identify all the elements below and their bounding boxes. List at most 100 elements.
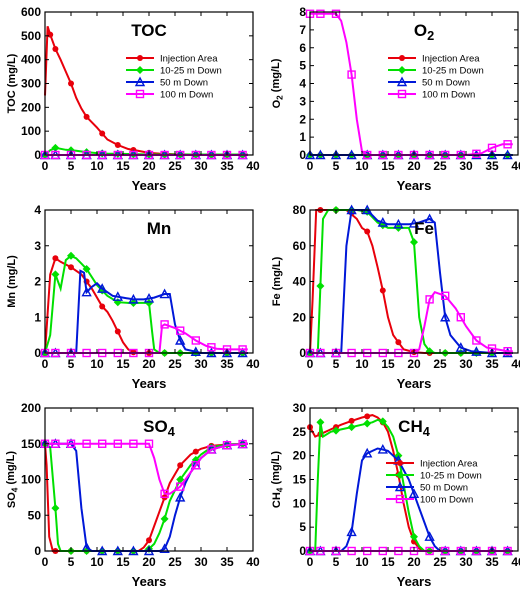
y-tick-label: 10 xyxy=(293,496,307,510)
data-point xyxy=(410,238,418,247)
data-point xyxy=(456,313,465,322)
series-line xyxy=(309,209,513,354)
chart-title: SO4 xyxy=(143,417,176,439)
data-point xyxy=(144,439,154,448)
data-point xyxy=(316,418,325,427)
series-line xyxy=(310,447,513,552)
series-line xyxy=(310,418,513,552)
x-tick-label: 5 xyxy=(333,555,340,569)
data-point xyxy=(97,283,108,293)
x-axis-label: Years xyxy=(397,574,432,589)
x-tick-label: 5 xyxy=(333,159,340,173)
x-tick-label: 25 xyxy=(433,555,447,569)
data-point xyxy=(160,514,169,523)
y-tick-label: 50 xyxy=(28,508,42,522)
y-tick-label: 2 xyxy=(34,275,41,289)
data-point xyxy=(362,447,373,458)
chart-panel-6: 0 5 10 15 20 25 30 35 40 0 5 10 15 20 25 30 Years CH4 (mg… xyxy=(270,401,520,589)
x-tick-label: 15 xyxy=(116,555,130,569)
data-point xyxy=(175,334,186,345)
x-tick-label: 15 xyxy=(381,555,395,569)
legend-marker xyxy=(396,76,408,87)
data-point xyxy=(175,491,186,502)
data-point xyxy=(364,228,371,235)
chart-title: CH4 xyxy=(398,417,431,439)
series-line xyxy=(44,256,248,354)
x-tick-label: 30 xyxy=(194,555,208,569)
x-tick-label: 15 xyxy=(381,357,395,371)
data-point xyxy=(395,339,402,346)
data-point xyxy=(192,448,199,455)
y-tick-label: 0 xyxy=(34,544,41,558)
data-point xyxy=(67,251,75,260)
data-point xyxy=(68,80,74,87)
legend-marker xyxy=(398,66,406,74)
chart-title: Fe xyxy=(414,219,434,238)
data-point xyxy=(332,426,340,435)
y-tick-label: 0 xyxy=(299,544,306,558)
series-line xyxy=(45,323,248,354)
data-point xyxy=(363,419,372,428)
x-tick-label: 35 xyxy=(485,159,499,173)
data-point xyxy=(159,288,170,299)
legend-marker xyxy=(397,460,403,466)
x-tick-label: 40 xyxy=(511,357,520,371)
data-point xyxy=(146,537,152,544)
y-tick-label: 600 xyxy=(21,5,41,19)
data-point xyxy=(393,218,404,229)
data-point xyxy=(160,489,169,498)
series-line xyxy=(44,442,248,552)
y-tick-label: 4 xyxy=(299,77,306,91)
y-tick-label: 60 xyxy=(293,239,307,253)
data-point xyxy=(379,287,386,294)
data-point xyxy=(114,328,121,335)
chart-panel-3: 0 5 10 15 20 25 30 35 40 0 1 2 3 4 Years Mn (mg/L) Mn xyxy=(6,203,260,391)
x-tick-label: 20 xyxy=(142,357,156,371)
y-tick-label: 150 xyxy=(21,437,41,451)
y-tick-label: 0 xyxy=(299,148,306,162)
data-point xyxy=(68,264,74,271)
series-line xyxy=(45,442,248,552)
series-line xyxy=(45,269,248,354)
x-tick-label: 0 xyxy=(307,357,314,371)
data-point xyxy=(424,531,435,541)
data-point xyxy=(408,488,420,498)
legend-marker xyxy=(395,494,405,504)
y-tick-label: 100 xyxy=(21,124,41,138)
data-point xyxy=(83,113,90,120)
y-tick-label: 200 xyxy=(21,100,41,114)
y-tick-label: 7 xyxy=(299,23,306,37)
series-down100 xyxy=(305,9,513,160)
x-tick-label: 0 xyxy=(42,159,49,173)
y-axis-label: CH4 (mg/L) xyxy=(270,451,284,508)
data-point xyxy=(207,445,216,454)
chart-title: Mn xyxy=(147,219,172,238)
x-tick-label: 30 xyxy=(459,357,473,371)
series-line xyxy=(44,442,248,552)
data-point xyxy=(99,130,106,137)
data-point xyxy=(128,293,139,304)
y-tick-label: 500 xyxy=(21,29,41,43)
data-point xyxy=(159,543,170,554)
series-line xyxy=(44,254,248,354)
data-point xyxy=(425,295,434,304)
x-tick-label: 25 xyxy=(168,159,182,173)
x-tick-label: 40 xyxy=(246,357,260,371)
series-down50 xyxy=(39,269,248,358)
x-tick-label: 20 xyxy=(407,555,421,569)
x-tick-label: 40 xyxy=(246,555,260,569)
data-point xyxy=(424,213,435,224)
x-tick-label: 30 xyxy=(194,159,208,173)
x-axis-label: Years xyxy=(132,178,167,193)
legend-label: 50 m Down xyxy=(420,483,468,494)
data-point xyxy=(238,439,247,449)
data-point xyxy=(51,439,60,448)
series-injection xyxy=(42,255,248,356)
data-point xyxy=(176,475,185,484)
x-tick-label: 35 xyxy=(220,357,234,371)
data-point xyxy=(346,526,357,537)
data-point xyxy=(408,217,420,228)
data-point xyxy=(503,140,512,149)
y-tick-label: 5 xyxy=(299,520,306,534)
